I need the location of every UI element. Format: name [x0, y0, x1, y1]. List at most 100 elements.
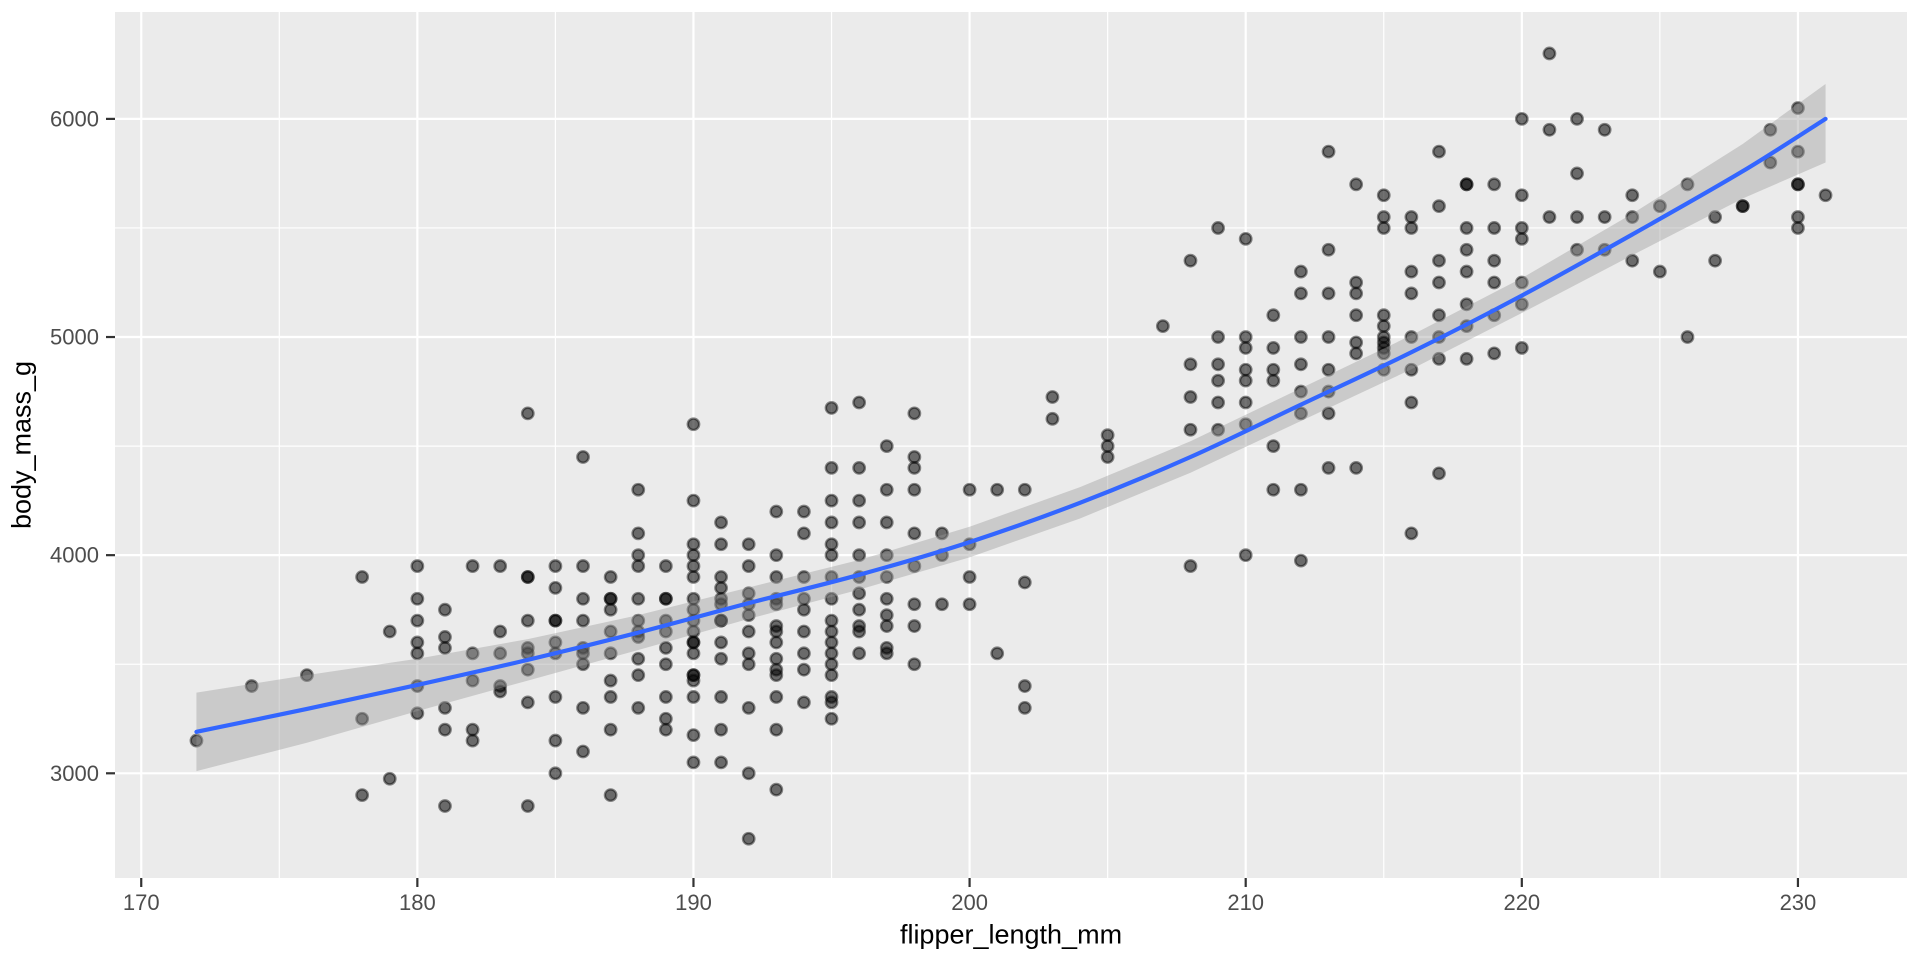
data-point [548, 766, 563, 781]
data-point [797, 662, 811, 677]
data-point [1376, 308, 1391, 323]
data-point [658, 591, 673, 606]
data-point [658, 711, 673, 726]
data-point [852, 646, 867, 661]
data-point [824, 401, 839, 415]
data-point [962, 570, 977, 584]
data-point [769, 662, 784, 677]
data-point [355, 788, 370, 803]
data-point [824, 635, 839, 650]
data-point [1791, 221, 1805, 235]
data-point [824, 657, 839, 672]
data-point [603, 722, 618, 737]
data-point [1570, 111, 1584, 126]
data-point [1404, 221, 1419, 235]
data-point [1238, 330, 1253, 344]
data-point [1155, 319, 1170, 334]
data-point [1183, 357, 1198, 372]
data-point [741, 559, 756, 573]
data-point [1791, 144, 1805, 159]
data-point [686, 417, 701, 432]
data-point [1652, 199, 1667, 214]
data-point [852, 548, 867, 563]
data-point [797, 570, 811, 584]
data-point [714, 651, 728, 666]
data-point [1211, 395, 1225, 410]
data-point [1321, 461, 1336, 475]
data-point [824, 515, 839, 530]
data-point [1211, 221, 1225, 235]
data-point [1542, 210, 1557, 224]
data-point [935, 597, 949, 612]
data-point [438, 700, 452, 715]
data-point [548, 690, 563, 704]
data-point [1238, 341, 1253, 355]
data-point [686, 493, 701, 508]
data-point [714, 755, 728, 770]
data-point [714, 722, 728, 737]
data-point [1514, 275, 1529, 290]
data-point [824, 711, 839, 726]
data-point [1432, 308, 1446, 323]
data-point [907, 526, 922, 541]
data-point [1487, 346, 1502, 361]
data-point [1625, 188, 1640, 203]
data-point [769, 690, 784, 704]
data-point [1763, 155, 1778, 170]
data-point [686, 690, 701, 704]
data-point [1349, 461, 1364, 475]
data-point [603, 570, 618, 584]
data-point [1570, 166, 1584, 181]
data-point [797, 504, 811, 519]
data-point [631, 700, 646, 715]
data-point [714, 570, 728, 584]
data-point [1349, 177, 1364, 192]
data-point [603, 673, 618, 688]
data-point [769, 635, 784, 650]
data-point [1514, 221, 1529, 235]
x-tick-label: 190 [675, 890, 712, 915]
data-point [907, 461, 922, 475]
data-point [824, 646, 839, 661]
y-tick-label: 6000 [50, 106, 99, 131]
data-point [576, 613, 590, 628]
data-point [1294, 330, 1308, 344]
data-point [907, 657, 922, 672]
data-point [1211, 357, 1225, 372]
data-point [935, 526, 949, 541]
data-point [879, 608, 894, 623]
data-point [1542, 122, 1557, 137]
data-point [852, 602, 867, 617]
data-point [1708, 253, 1722, 268]
data-point [879, 640, 894, 655]
data-point [1294, 264, 1308, 279]
data-point [1404, 330, 1419, 344]
data-point [1432, 351, 1446, 366]
data-point [1321, 406, 1336, 421]
data-point [852, 515, 867, 530]
data-point [382, 624, 397, 639]
data-point [1321, 286, 1336, 301]
data-point [686, 728, 701, 743]
data-point [244, 679, 259, 693]
data-point [990, 482, 1005, 497]
data-point [1514, 297, 1529, 312]
data-point [438, 799, 452, 813]
data-point [465, 722, 480, 737]
data-point [1514, 111, 1529, 126]
data-point [465, 646, 480, 661]
data-point [576, 744, 590, 759]
data-point [1294, 482, 1308, 497]
data-point [1045, 411, 1060, 426]
data-point [686, 635, 701, 650]
data-point [631, 668, 646, 683]
data-point [493, 624, 508, 639]
x-tick-label: 200 [951, 890, 988, 915]
data-point [1349, 346, 1364, 361]
data-point [1266, 373, 1281, 388]
data-point [907, 597, 922, 612]
data-point [603, 602, 618, 617]
data-point [576, 559, 590, 573]
data-point [741, 624, 756, 639]
x-tick-label: 170 [123, 890, 160, 915]
